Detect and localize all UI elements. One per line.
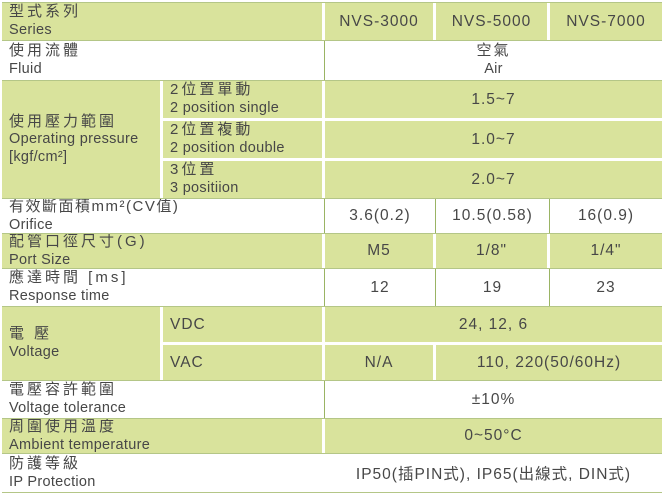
orifice-value-3: 16(0.9) [550, 199, 662, 233]
pressure-label-zh: 使用壓力範圍 [9, 112, 118, 130]
pressure-subrow-single: 2位置單動 2 position single 1.5~7 [163, 81, 662, 118]
row-divider [2, 418, 662, 419]
voltage-label-zh: 電 壓 [9, 325, 53, 343]
row-divider [2, 233, 662, 234]
row-response-time: 應達時間 [ms] Response time 12 19 23 [2, 269, 662, 306]
fluid-value: 空氣 Air [325, 41, 662, 80]
row-divider [2, 380, 662, 381]
row-divider [2, 306, 662, 307]
fluid-value-en: Air [484, 61, 503, 78]
vac-value-2-3: 110, 220(50/60Hz) [436, 345, 662, 380]
series-model-1: NVS-3000 [325, 3, 433, 40]
table-top-border [2, 2, 662, 3]
fluid-value-zh: 空氣 [476, 42, 511, 60]
row-port-size: 配管口徑尺寸(G) Port Size M5 1/8" 1/4" [2, 234, 662, 268]
tolerance-label: 電壓容許範圍 Voltage tolerance [2, 381, 325, 418]
response-value-3: 23 [550, 269, 662, 306]
row-divider [2, 268, 662, 269]
response-value-2: 19 [436, 269, 550, 306]
response-label-en: Response time [9, 288, 110, 305]
row-operating-pressure: 使用壓力範圍 Operating pressure [kgf/cm²] 2位置單… [2, 81, 662, 198]
pressure-label-en: Operating pressure [9, 131, 139, 148]
row-series: 型式系列 Series NVS-3000 NVS-5000 NVS-7000 [2, 3, 662, 40]
series-label-zh: 型式系列 [9, 3, 82, 21]
response-value-1: 12 [325, 269, 436, 306]
valve-spec-table: 型式系列 Series NVS-3000 NVS-5000 NVS-7000 使… [2, 0, 662, 493]
fluid-label-en: Fluid [9, 61, 42, 78]
ambient-label-zh: 周圍使用溫度 [9, 419, 118, 435]
port-size-value-1: M5 [325, 234, 433, 268]
pressure-double-label: 2位置複動 2 position double [163, 121, 322, 158]
series-label: 型式系列 Series [2, 3, 322, 40]
fluid-label-zh: 使用流體 [9, 42, 82, 60]
voltage-label-en: Voltage [9, 344, 60, 361]
port-size-label-en: Port Size [9, 251, 71, 268]
vac-value-1: N/A [325, 345, 433, 380]
pressure-single-label: 2位置單動 2 position single [163, 81, 322, 118]
row-orifice: 有效斷面積mm²(CV值) Orifice 3.6(0.2) 10.5(0.58… [2, 199, 662, 233]
series-model-2: NVS-5000 [436, 3, 547, 40]
pressure-single-value: 1.5~7 [325, 81, 662, 118]
orifice-value-1: 3.6(0.2) [325, 199, 436, 233]
voltage-subrow-vac: VAC N/A 110, 220(50/60Hz) [163, 345, 662, 380]
port-size-value-2: 1/8" [436, 234, 547, 268]
vdc-value: 24, 12, 6 [325, 307, 662, 342]
port-size-label-zh: 配管口徑尺寸(G) [9, 234, 148, 250]
pressure-double-en: 2 position double [170, 140, 285, 157]
response-label-zh: 應達時間 [ms] [9, 269, 129, 287]
pressure-single-zh: 2位置單動 [170, 81, 254, 99]
orifice-label-en: Orifice [9, 216, 53, 233]
pressure-double-zh: 2位置複動 [170, 121, 254, 139]
pressure-3position-zh: 3位置 [170, 161, 218, 179]
pressure-label: 使用壓力範圍 Operating pressure [kgf/cm²] [2, 81, 160, 198]
row-divider [2, 453, 662, 454]
tolerance-label-en: Voltage tolerance [9, 400, 127, 417]
orifice-label: 有效斷面積mm²(CV值) Orifice [2, 199, 325, 233]
pressure-subrows: 2位置單動 2 position single 1.5~7 2位置複動 2 po… [163, 81, 662, 198]
pressure-3position-value: 2.0~7 [325, 161, 662, 198]
ip-label-zh: 防護等級 [9, 454, 82, 472]
vdc-label: VDC [163, 307, 322, 342]
voltage-subrows: VDC 24, 12, 6 VAC N/A 110, 220(50/60Hz) [163, 307, 662, 380]
pressure-single-en: 2 position single [170, 100, 280, 117]
row-divider [2, 198, 662, 199]
series-label-en: Series [9, 22, 52, 39]
series-model-3: NVS-7000 [550, 3, 662, 40]
ip-label: 防護等級 IP Protection [2, 454, 325, 492]
pressure-subrow-3position: 3位置 3 positiion 2.0~7 [163, 161, 662, 198]
fluid-label: 使用流體 Fluid [2, 41, 325, 80]
pressure-subrow-double: 2位置複動 2 position double 1.0~7 [163, 121, 662, 158]
ambient-label: 周圍使用溫度 Ambient temperature [2, 419, 322, 453]
port-size-label: 配管口徑尺寸(G) Port Size [2, 234, 322, 268]
row-divider [2, 40, 662, 41]
pressure-3position-label: 3位置 3 positiion [163, 161, 322, 198]
orifice-label-zh: 有效斷面積mm²(CV值) [9, 199, 180, 215]
row-ambient-temperature: 周圍使用溫度 Ambient temperature 0~50°C [2, 419, 662, 453]
row-ip-protection: 防護等級 IP Protection IP50(插PIN式), IP65(出線式… [2, 454, 662, 492]
tolerance-value: ±10% [325, 381, 662, 418]
pressure-double-value: 1.0~7 [325, 121, 662, 158]
ip-value: IP50(插PIN式), IP65(出線式, DIN式) [325, 454, 662, 492]
port-size-value-3: 1/4" [550, 234, 662, 268]
voltage-label: 電 壓 Voltage [2, 307, 160, 380]
ambient-label-en: Ambient temperature [9, 436, 151, 453]
table-bottom-border [2, 492, 662, 493]
orifice-value-2: 10.5(0.58) [436, 199, 550, 233]
row-divider [2, 80, 662, 81]
response-label: 應達時間 [ms] Response time [2, 269, 325, 306]
vac-label: VAC [163, 345, 322, 380]
voltage-subrow-vdc: VDC 24, 12, 6 [163, 307, 662, 342]
pressure-label-unit: [kgf/cm²] [9, 148, 68, 165]
ip-label-en: IP Protection [9, 473, 96, 490]
row-fluid: 使用流體 Fluid 空氣 Air [2, 41, 662, 80]
ambient-value: 0~50°C [325, 419, 662, 453]
row-voltage: 電 壓 Voltage VDC 24, 12, 6 VAC N/A 110, 2… [2, 307, 662, 380]
row-voltage-tolerance: 電壓容許範圍 Voltage tolerance ±10% [2, 381, 662, 418]
tolerance-label-zh: 電壓容許範圍 [9, 381, 118, 399]
pressure-3position-en: 3 positiion [170, 180, 239, 197]
